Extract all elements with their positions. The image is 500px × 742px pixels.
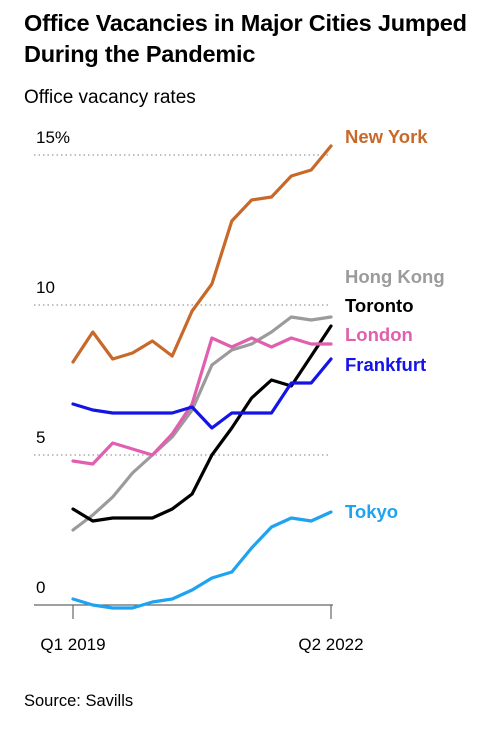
series-label-frankfurt: Frankfurt [345,354,426,375]
x-axis: Q1 2019 Q2 2022 [34,604,364,654]
x-tick-label-1: Q2 2022 [298,635,363,654]
y-tick-label-0: 0 [36,578,45,597]
y-tick-label-5: 5 [36,428,45,447]
series-line-hong-kong [71,315,333,532]
series-line-tokyo [71,510,333,610]
series-label-hong-kong: Hong Kong [345,266,445,287]
grid-lines [34,154,331,456]
series-line-frankfurt [71,357,333,430]
y-tick-label-15: 15% [36,128,70,147]
source-note: Source: Savills [24,692,134,710]
chart-title: Office Vacancies in Major Cities Jumped … [24,10,467,67]
series-line-london [71,336,333,466]
y-tick-label-10: 10 [36,278,55,297]
series-label-toronto: Toronto [345,295,414,316]
series-label-new-york: New York [345,126,428,147]
chart-subtitle: Office vacancy rates [24,87,196,108]
series-label-london: London [345,324,413,345]
y-axis-ticks: 0 5 10 15% [36,128,70,597]
series-line-new-york [71,144,333,364]
series-labels: New York Hong Kong Toronto London Frankfurt T… [345,126,445,522]
series-lines [71,144,333,610]
series-label-tokyo: Tokyo [345,501,398,522]
x-tick-label-0: Q1 2019 [40,635,105,654]
series-line-toronto [71,324,333,523]
